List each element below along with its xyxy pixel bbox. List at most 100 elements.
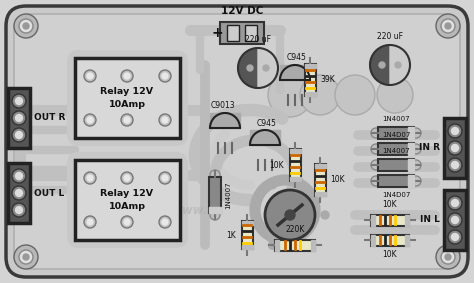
- FancyBboxPatch shape: [14, 14, 460, 269]
- Bar: [378, 127, 414, 139]
- Polygon shape: [390, 45, 410, 85]
- Circle shape: [124, 73, 130, 79]
- Circle shape: [411, 176, 421, 186]
- Bar: [242, 221, 253, 225]
- Bar: [305, 64, 316, 68]
- Circle shape: [121, 70, 133, 82]
- Bar: [209, 177, 221, 213]
- Bar: [209, 207, 221, 213]
- Circle shape: [452, 128, 458, 134]
- Text: C9013: C9013: [210, 102, 235, 110]
- Circle shape: [14, 245, 38, 269]
- Circle shape: [87, 117, 93, 123]
- Text: Relay 12V
10Amp: Relay 12V 10Amp: [100, 189, 154, 211]
- Circle shape: [285, 210, 295, 220]
- Text: 1K: 1K: [226, 230, 236, 239]
- Bar: [290, 177, 301, 181]
- Circle shape: [371, 176, 381, 186]
- Bar: [245, 25, 257, 41]
- Circle shape: [162, 175, 168, 181]
- Circle shape: [452, 216, 458, 224]
- Bar: [378, 175, 414, 187]
- Text: 39K: 39K: [320, 76, 335, 85]
- Circle shape: [23, 254, 29, 260]
- Polygon shape: [250, 130, 280, 145]
- Circle shape: [441, 19, 455, 33]
- Circle shape: [159, 216, 171, 228]
- Circle shape: [84, 216, 96, 228]
- Bar: [275, 240, 279, 251]
- Circle shape: [12, 111, 26, 125]
- Circle shape: [162, 73, 168, 79]
- Circle shape: [124, 175, 130, 181]
- Circle shape: [371, 144, 381, 154]
- Circle shape: [124, 219, 130, 225]
- Circle shape: [210, 170, 220, 180]
- Bar: [444, 190, 466, 250]
- Polygon shape: [280, 65, 310, 80]
- Text: IN R: IN R: [419, 143, 440, 153]
- Circle shape: [16, 115, 22, 121]
- Circle shape: [448, 124, 462, 138]
- Circle shape: [14, 14, 38, 38]
- Circle shape: [16, 173, 22, 179]
- Circle shape: [265, 190, 315, 240]
- Polygon shape: [280, 65, 310, 80]
- Bar: [408, 143, 414, 155]
- Text: 1N4D07: 1N4D07: [382, 192, 410, 198]
- Circle shape: [23, 23, 29, 29]
- Circle shape: [445, 23, 451, 29]
- Circle shape: [268, 181, 276, 189]
- Circle shape: [16, 190, 22, 196]
- Circle shape: [12, 128, 26, 142]
- Circle shape: [452, 233, 458, 241]
- Bar: [75, 58, 180, 138]
- Polygon shape: [258, 48, 278, 88]
- Circle shape: [268, 241, 276, 249]
- Polygon shape: [250, 130, 280, 145]
- Text: IN L: IN L: [420, 215, 440, 224]
- Circle shape: [159, 114, 171, 126]
- Bar: [408, 175, 414, 187]
- Polygon shape: [210, 113, 240, 128]
- Bar: [378, 159, 414, 171]
- Circle shape: [87, 175, 93, 181]
- Bar: [305, 92, 316, 96]
- Circle shape: [121, 114, 133, 126]
- Circle shape: [159, 70, 171, 82]
- Bar: [290, 149, 301, 181]
- Text: 220 uF: 220 uF: [377, 32, 403, 41]
- Bar: [8, 88, 30, 148]
- Circle shape: [441, 250, 455, 264]
- Polygon shape: [210, 113, 240, 128]
- Polygon shape: [370, 45, 390, 85]
- Circle shape: [448, 196, 462, 210]
- Bar: [242, 245, 253, 249]
- Circle shape: [16, 207, 22, 213]
- Bar: [311, 240, 315, 251]
- Circle shape: [159, 172, 171, 184]
- Bar: [408, 127, 414, 139]
- Text: 10K: 10K: [269, 160, 284, 170]
- Text: C945: C945: [257, 119, 277, 128]
- Circle shape: [452, 200, 458, 207]
- Bar: [408, 159, 414, 171]
- Circle shape: [321, 211, 329, 219]
- Circle shape: [84, 172, 96, 184]
- Text: +: +: [212, 26, 224, 40]
- Bar: [242, 221, 253, 249]
- Bar: [275, 240, 315, 251]
- Bar: [405, 215, 409, 226]
- Circle shape: [335, 75, 375, 115]
- Circle shape: [16, 98, 22, 104]
- Circle shape: [268, 73, 312, 117]
- Bar: [444, 118, 466, 178]
- Text: 1N4007: 1N4007: [382, 148, 410, 154]
- Circle shape: [12, 203, 26, 217]
- Text: OUT R: OUT R: [34, 113, 65, 123]
- Circle shape: [411, 144, 421, 154]
- Bar: [371, 235, 375, 246]
- Bar: [8, 163, 30, 223]
- Bar: [75, 160, 180, 240]
- Circle shape: [121, 216, 133, 228]
